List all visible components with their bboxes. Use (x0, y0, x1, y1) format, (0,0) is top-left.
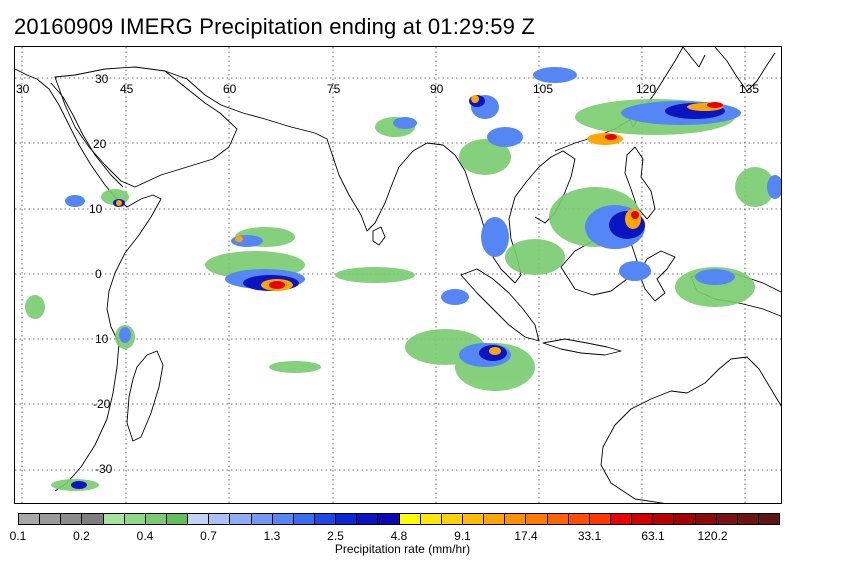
colorbar-tick-label: 9.1 (454, 529, 471, 543)
colorbar-swatch (293, 514, 315, 524)
precipitation-field (25, 67, 781, 491)
colorbar-swatch (589, 514, 611, 524)
colorbar-swatch (40, 514, 62, 524)
colorbar-tick-label: 0.1 (9, 529, 27, 543)
colorbar (18, 513, 780, 525)
colorbar-tick-label: 120.2 (697, 529, 728, 543)
lon-label: 45 (120, 82, 134, 96)
lat-label: -20 (93, 397, 111, 411)
colorbar-swatch (103, 514, 125, 524)
colorbar-swatch (251, 514, 273, 524)
precipitation-map[interactable]: 30 45 60 75 90 105 120 135 30 20 10 0 10 -20 -30 (14, 46, 782, 504)
coastlines (15, 47, 781, 503)
colorbar-tick-label: 0.4 (136, 529, 154, 543)
colorbar-swatch (188, 514, 210, 524)
lon-label: 90 (430, 82, 444, 96)
colorbar-swatch (357, 514, 379, 524)
colorbar-swatch (272, 514, 294, 524)
colorbar-swatch (209, 514, 231, 524)
lon-label: 75 (327, 82, 341, 96)
colorbar-swatch (19, 514, 41, 524)
colorbar-tick-label: 1.3 (263, 529, 281, 543)
colorbar-swatch (526, 514, 548, 524)
colorbar-tick-label: 0.7 (200, 529, 217, 543)
colorbar-swatch (230, 514, 252, 524)
colorbar-swatch (610, 514, 633, 524)
colorbar-swatch (695, 514, 717, 524)
colorbar-swatch (61, 514, 83, 524)
map-canvas: 30 45 60 75 90 105 120 135 30 20 10 0 10 -20 -30 (15, 47, 781, 503)
colorbar-swatch (314, 514, 337, 524)
colorbar-swatch (378, 514, 400, 524)
lat-label: 10 (95, 332, 109, 346)
colorbar-swatch (653, 514, 675, 524)
lat-label: 0 (95, 267, 102, 281)
colorbar-tick-label: 17.4 (514, 529, 538, 543)
colorbar-swatch (166, 514, 189, 524)
lon-label: 30 (16, 82, 30, 96)
colorbar-swatch (674, 514, 696, 524)
colorbar-swatch (758, 514, 780, 524)
colorbar-swatch (716, 514, 738, 524)
colorbar-swatch (145, 514, 167, 524)
colorbar-swatch (124, 514, 146, 524)
lon-label: 135 (739, 82, 759, 96)
colorbar-swatch (505, 514, 527, 524)
colorbar-swatch (737, 514, 759, 524)
colorbar-swatch (82, 514, 104, 524)
colorbar-tick-labels: 0.1 0.2 0.4 0.7 1.3 2.5 4.8 9.1 17.4 33.1 63.1 120.… (0, 529, 865, 545)
colorbar-units-label: Precipitation rate (mm/hr) (334, 542, 471, 556)
lat-label: -30 (95, 462, 113, 476)
lat-label: 20 (93, 137, 107, 151)
lat-label: 30 (95, 72, 109, 86)
colorbar-swatch (420, 514, 442, 524)
colorbar-tick-label: 63.1 (641, 529, 665, 543)
colorbar-swatch (547, 514, 569, 524)
colorbar-tick-label: 2.5 (327, 529, 344, 543)
colorbar-tick-label: 0.2 (73, 529, 90, 543)
colorbar-tick-label: 4.8 (390, 529, 408, 543)
colorbar-swatch (399, 514, 421, 524)
colorbar-tick-label: 33.1 (577, 529, 602, 543)
colorbar-swatch (441, 514, 463, 524)
colorbar-swatch (568, 514, 590, 524)
lat-label: 10 (89, 202, 103, 216)
lon-label: 105 (533, 82, 553, 96)
colorbar-swatch (484, 514, 506, 524)
lon-label: 120 (636, 82, 656, 96)
lon-label: 60 (223, 82, 237, 96)
map-title: 20160909 IMERG Precipitation ending at 0… (14, 14, 536, 39)
colorbar-swatch (336, 514, 358, 524)
colorbar-swatch (632, 514, 654, 524)
colorbar-swatch (462, 514, 485, 524)
